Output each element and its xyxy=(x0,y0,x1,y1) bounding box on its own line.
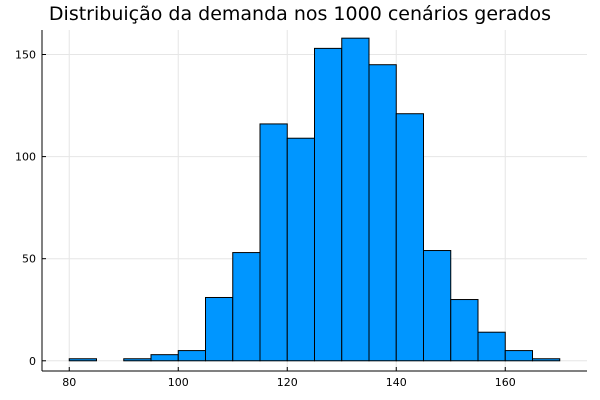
y-tick-label: 50 xyxy=(22,253,36,266)
x-tick-label: 160 xyxy=(495,376,516,389)
x-tick-label: 80 xyxy=(62,376,76,389)
histogram-bar xyxy=(368,64,397,362)
histogram-bar xyxy=(450,299,479,362)
histogram-bar xyxy=(395,113,424,362)
histogram-bar xyxy=(504,350,533,362)
histogram-bar xyxy=(314,47,343,362)
y-axis-ticks: 0 50 100 150 xyxy=(15,49,46,368)
histogram-bar xyxy=(177,350,206,362)
x-tick-label: 120 xyxy=(277,376,298,389)
histogram-bar xyxy=(68,358,97,362)
histogram-bar xyxy=(477,331,506,362)
histogram-bar xyxy=(286,137,315,362)
chart-title: Distribuição da demanda nos 1000 cenário… xyxy=(49,3,551,25)
histogram-bar xyxy=(423,250,452,362)
histogram-bar xyxy=(341,37,370,362)
y-tick-label: 150 xyxy=(15,49,36,62)
histogram-bar xyxy=(232,252,261,362)
axes xyxy=(41,30,587,372)
x-tick-label: 140 xyxy=(386,376,407,389)
histogram-bar xyxy=(259,123,288,362)
histogram-bar xyxy=(205,296,234,362)
y-tick-label: 0 xyxy=(29,355,36,368)
histogram-bar xyxy=(150,354,179,362)
y-tick-label: 100 xyxy=(15,151,36,164)
histogram-bar xyxy=(123,358,152,362)
x-axis-ticks: 80 100 120 140 160 xyxy=(62,367,516,389)
histogram-bars xyxy=(68,37,561,362)
x-tick-label: 100 xyxy=(168,376,189,389)
histogram-bar xyxy=(532,358,561,362)
